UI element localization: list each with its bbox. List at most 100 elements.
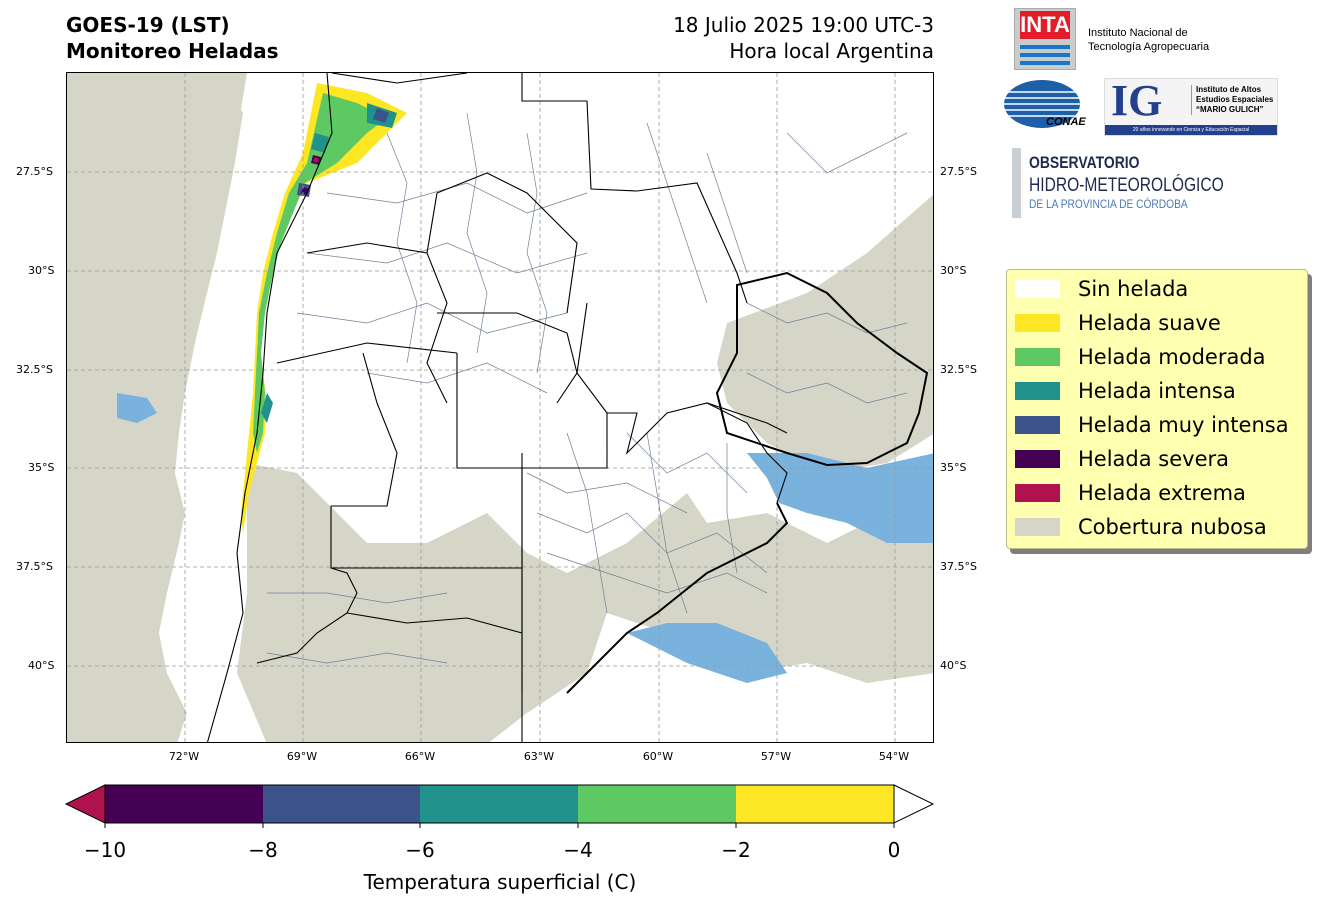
inta-line1: Instituto Nacional de [1088,27,1188,39]
lat-label-left: 27.5°S [16,165,53,178]
lon-label: 69°W [286,750,318,763]
inta-logo-word: INTA [1020,11,1070,39]
colorbar-tick-label: −2 [721,838,751,862]
conae-word: CONAE [1046,116,1086,128]
observatorio-line2: HIDRO-METEOROLÓGICO [1029,175,1224,196]
legend-swatch [1015,382,1060,400]
colorbar-ticks [104,823,895,828]
water-atlantic-south [627,623,787,683]
lat-label-right: 32.5°S [940,363,977,376]
lon-label: 72°W [168,750,200,763]
conae-logo [1004,80,1080,128]
observatorio-bar [1012,148,1021,218]
legend-item: Sin helada [1015,274,1188,304]
legend-item: Helada extrema [1015,478,1246,508]
colorbar-segment [105,785,263,823]
frost-map [66,72,934,743]
colorbar-under-triangle [64,784,106,824]
country-borders [566,271,929,694]
legend-swatch [1015,450,1060,468]
clear-strip-andes [159,73,297,742]
lat-label-left: 40°S [28,659,55,672]
ig-line2: Estudios Espaciales [1196,95,1274,104]
cloud-area-patagonia [237,463,933,742]
legend-swatch [1015,314,1060,332]
frost-mild-strip [241,83,407,533]
colorbar [64,784,935,828]
cloud-area-chile [67,73,247,742]
cloud-area-north-chile [167,73,247,193]
legend-swatch [1015,518,1060,536]
legend-swatch [1015,348,1060,366]
lat-label-right: 37.5°S [940,560,977,573]
legend-item: Helada muy intensa [1015,410,1289,440]
legend-item: Helada severa [1015,444,1229,474]
lon-label: 57°W [760,750,792,763]
lat-label-left: 37.5°S [16,560,53,573]
legend-label: Helada moderada [1078,345,1266,369]
water-rio-plata [747,453,933,543]
date-line2: Hora local Argentina [729,39,934,63]
colorbar-title: Temperatura superficial (C) [363,870,637,894]
legend-label: Helada muy intensa [1078,413,1289,437]
province-borders [206,73,788,742]
lat-label-left: 35°S [28,461,55,474]
legend-item: Helada moderada [1015,342,1266,372]
legend: Sin helada Helada suave Helada moderada … [1006,269,1308,549]
legend-swatch [1015,416,1060,434]
ig-text: Instituto de Altos Estudios Espaciales “… [1191,85,1273,115]
frost-moderate-strip [253,93,387,453]
legend-item: Helada suave [1015,308,1221,338]
ig-strip: 20 años innovando en Ciencia y Educación… [1105,125,1277,135]
lat-label-right: 35°S [940,461,967,474]
legend-item: Cobertura nubosa [1015,512,1267,542]
inta-logo-bar [1020,45,1070,49]
inta-line2: Tecnología Agropecuaria [1088,41,1210,53]
colorbar-tick-label: −8 [248,838,278,862]
colorbar-segment [263,785,421,823]
colorbar-segment [736,785,894,823]
lat-label-right: 40°S [940,659,967,672]
lon-label: 66°W [404,750,436,763]
inta-text: Instituto Nacional de Tecnología Agropec… [1088,26,1209,54]
inta-logo-bar [1020,53,1070,57]
legend-label: Helada extrema [1078,481,1246,505]
legend-swatch [1015,484,1060,502]
ig-logo: IG Instituto de Altos Estudios Espaciale… [1104,76,1278,136]
frost-extreme-spots [313,157,319,163]
colorbar-tick-label: −4 [563,838,593,862]
colorbar-tick-label: −6 [405,838,435,862]
colorbar-outline [104,784,895,824]
lon-label: 63°W [523,750,555,763]
colorbar-segment [420,785,578,823]
legend-item: Helada intensa [1015,376,1236,406]
date-line1: 18 Julio 2025 19:00 UTC-3 [673,13,934,37]
lat-label-left: 32.5°S [16,363,53,376]
lat-label-left: 30°S [28,264,55,277]
date-block: 18 Julio 2025 19:00 UTC-3 Hora local Arg… [673,12,934,64]
lat-label-right: 27.5°S [940,165,977,178]
legend-swatch [1015,280,1060,298]
title-line2: Monitoreo Heladas [66,39,279,63]
legend-label: Cobertura nubosa [1078,515,1267,539]
title-line1: GOES-19 (LST) [66,13,230,37]
cloud-area-uruguay [717,194,933,473]
ig-letters: IG [1111,76,1163,125]
legend-label: Helada severa [1078,447,1229,471]
ig-line1: Instituto de Altos [1196,85,1262,94]
colorbar-tick-label: −10 [83,838,127,862]
inta-logo: INTA [1014,8,1076,70]
map-svg [67,73,933,742]
inta-logo-bar [1020,61,1070,65]
observatorio-line1: OBSERVATORIO [1029,153,1140,172]
colorbar-tick-label: 0 [887,838,901,862]
water-pacific [117,393,157,423]
title-block: GOES-19 (LST) Monitoreo Heladas [66,12,279,64]
ig-line3: “MARIO GULICH” [1196,105,1264,114]
lon-label: 60°W [642,750,674,763]
lon-label: 54°W [878,750,910,763]
legend-label: Sin helada [1078,277,1189,301]
lat-label-right: 30°S [940,264,967,277]
department-lines [266,112,908,664]
legend-label: Helada suave [1078,311,1221,335]
